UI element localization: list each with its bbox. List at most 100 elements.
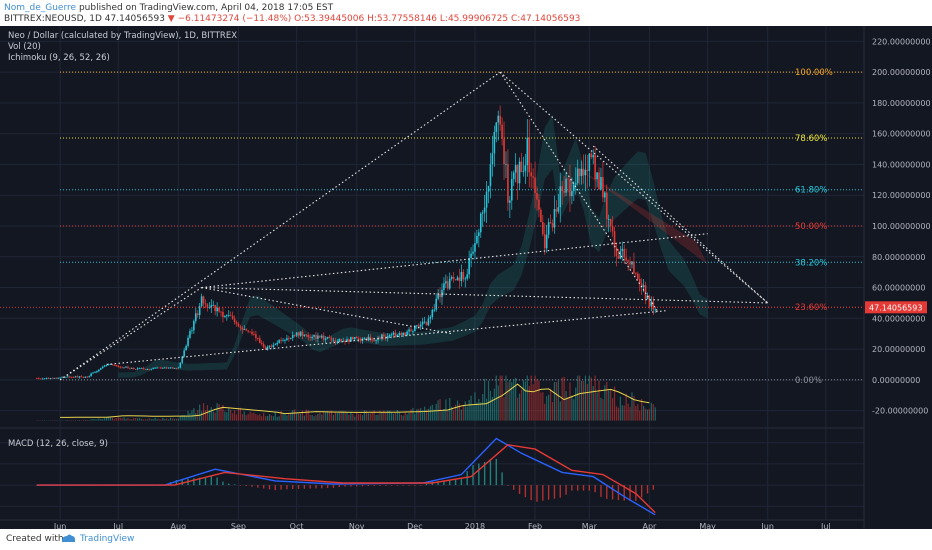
candle-body xyxy=(468,258,470,275)
trendlines[interactable] xyxy=(59,71,769,381)
macd-histogram-bar xyxy=(449,480,451,486)
symbol-label: BITTREX:NEOUSD, 1D xyxy=(4,14,102,24)
macd-histogram-bar xyxy=(385,485,387,486)
candle-body xyxy=(255,334,257,339)
volume-bar xyxy=(140,418,143,421)
macd-histogram-bar xyxy=(262,485,265,489)
candle-body xyxy=(193,320,195,331)
volume-bar xyxy=(177,418,179,421)
volume-bar xyxy=(354,416,356,421)
created-with-text: Created with xyxy=(6,534,64,544)
macd-histogram-bar xyxy=(483,462,486,486)
time-axis[interactable]: Jun Jul Aug Sep Oct Nov Dec 2018 Feb Mar Apr May Jun… xyxy=(53,522,831,531)
candle-body xyxy=(154,367,156,369)
volume-bar xyxy=(416,409,418,421)
candle-body xyxy=(625,257,627,261)
candle-body xyxy=(235,322,238,324)
candle-body xyxy=(518,161,521,184)
volume-bar xyxy=(546,396,548,421)
macd-histogram-bar xyxy=(565,485,567,495)
time-tick-label: Oct xyxy=(290,522,304,529)
candle-body xyxy=(68,376,71,378)
candle-body xyxy=(569,179,571,197)
volume-bar xyxy=(551,402,554,421)
candle-body xyxy=(452,276,455,280)
volume-bar xyxy=(115,418,117,421)
chart-area[interactable]: 100.00% 78.60% 61.80% 50.00% 38.20% 23.60% 0.0… xyxy=(0,26,932,531)
candle-body xyxy=(305,334,308,336)
volume-bar xyxy=(154,417,156,421)
candle-body xyxy=(458,277,461,282)
candle-body xyxy=(177,367,180,369)
price-tick-label: 180.00000000 xyxy=(872,99,931,108)
candle-body xyxy=(635,272,637,274)
volume-bar xyxy=(334,412,336,421)
candle-body xyxy=(435,298,437,310)
volume-bar xyxy=(379,410,381,421)
candle-body xyxy=(371,339,374,341)
volume-bar xyxy=(369,413,371,421)
volume-bar xyxy=(173,418,176,421)
candle-body xyxy=(536,193,538,200)
candle-body xyxy=(196,313,199,316)
candle-body xyxy=(379,337,381,339)
candle-body xyxy=(470,253,472,259)
candle-body xyxy=(103,365,106,367)
volume-bar xyxy=(371,411,373,421)
candle-body xyxy=(642,285,645,288)
macd-histogram-bar xyxy=(321,485,323,489)
macd-histogram-bar xyxy=(600,485,602,497)
volume-bar xyxy=(270,415,273,421)
volume-bar xyxy=(119,417,121,421)
author-link[interactable]: Nom_de_Guerre xyxy=(4,3,77,13)
volume-bar xyxy=(423,406,426,421)
volume-bar xyxy=(332,414,335,421)
candle-body xyxy=(520,161,523,173)
tradingview-link[interactable]: TradingView xyxy=(80,534,135,544)
macd-histogram-bar xyxy=(513,485,515,490)
macd-histogram-bar xyxy=(425,483,428,486)
chart-canvas[interactable]: 100.00% 78.60% 61.80% 50.00% 38.20% 23.60% 0.0… xyxy=(0,26,932,531)
volume-bar xyxy=(367,413,369,421)
volume-bar xyxy=(623,405,625,421)
candle-body xyxy=(247,330,249,332)
candle-body xyxy=(538,199,540,210)
candle-body xyxy=(67,376,69,378)
volume-bar xyxy=(429,406,431,421)
volume-bar xyxy=(561,377,563,421)
macd-histogram-bar xyxy=(193,478,195,486)
macd-histogram-bar xyxy=(571,485,573,491)
candle-body xyxy=(49,377,52,379)
volume-bar xyxy=(255,414,257,421)
time-tick-label: Apr xyxy=(643,522,658,529)
candle-body xyxy=(315,334,317,339)
volume-bar xyxy=(648,408,651,421)
candle-body xyxy=(602,177,604,198)
time-tick-label: Jun xyxy=(53,522,67,529)
candle-body xyxy=(92,372,94,374)
candle-body xyxy=(576,168,579,184)
candle-body xyxy=(567,178,569,180)
volume-bar xyxy=(394,412,397,421)
price-axis[interactable]: -20.00000000 0.00000000 20.00000000 40.0000… xyxy=(0,26,932,529)
candle-body xyxy=(594,155,596,180)
volume-bar xyxy=(299,413,302,421)
candle-body xyxy=(421,321,424,325)
candle-body xyxy=(402,332,405,336)
volume-bar xyxy=(71,420,73,421)
volume-bar xyxy=(526,375,528,421)
volume-bar xyxy=(185,415,187,421)
candle-body xyxy=(51,377,54,379)
candle-body xyxy=(636,273,639,280)
volume-bar xyxy=(404,412,406,421)
candle-body xyxy=(650,301,653,307)
volume-indicator-label: Vol (20) xyxy=(8,42,41,52)
volume-bar xyxy=(340,410,342,421)
candle-body xyxy=(571,191,573,197)
volume-bar xyxy=(580,380,583,421)
volume-bar xyxy=(553,382,556,421)
macd-histogram-bar xyxy=(292,485,294,490)
time-tick-label: Nov xyxy=(349,522,365,529)
candle-body xyxy=(171,367,174,369)
candle-body xyxy=(109,364,112,366)
